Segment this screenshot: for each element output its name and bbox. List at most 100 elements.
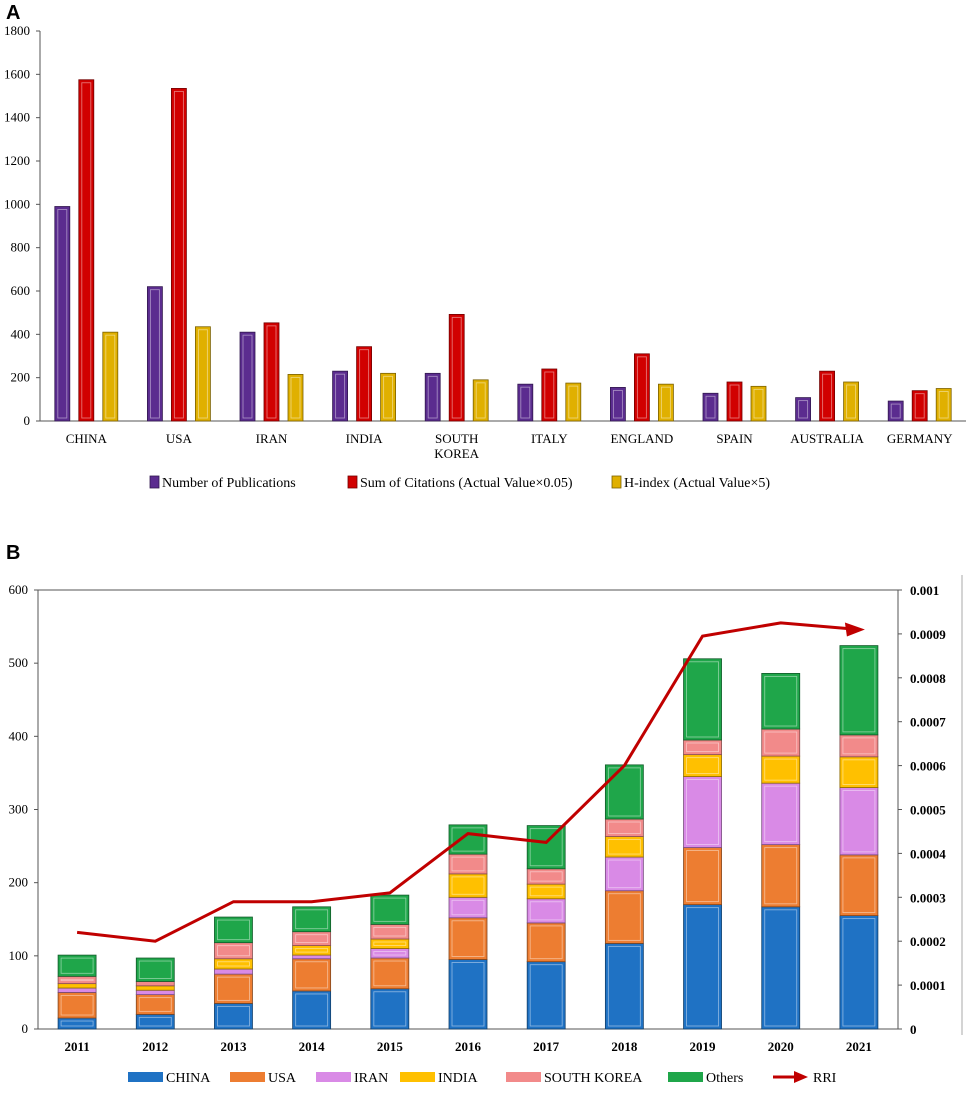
bar-2-bevel	[173, 90, 184, 419]
stack-segment-bevel	[842, 737, 876, 755]
stack-segment	[370, 988, 410, 1030]
stack-segment	[526, 825, 566, 870]
stack-segment-body	[761, 906, 801, 1030]
chart-a: 0 200 400 600 800 1000 1200 1400 1600 1800 CHINA US…	[4, 23, 966, 491]
stack-segment	[448, 853, 488, 875]
stack-segment	[135, 985, 175, 991]
y2-tick-label: 0.001	[910, 583, 939, 598]
stack-segment	[135, 1013, 175, 1030]
bar-2	[356, 346, 373, 422]
stack-segment-body	[839, 915, 879, 1030]
y-tick-label: 1200	[4, 153, 30, 168]
stack-segment-bevel	[842, 648, 876, 733]
year-label: 2016	[455, 1039, 482, 1054]
bar-2-body	[448, 313, 465, 422]
stack-segment	[761, 728, 801, 757]
stack-segment-body	[135, 985, 175, 991]
bar-1-bevel	[57, 209, 68, 419]
stack-segment-body	[214, 1002, 253, 1030]
category-label: SPAIN	[716, 431, 753, 446]
stack-segment-bevel	[138, 997, 172, 1012]
stack-segment	[604, 818, 644, 837]
bar-3	[472, 379, 489, 422]
bar-2-bevel	[822, 373, 833, 419]
stack-segment	[683, 776, 722, 848]
stack-segment	[761, 844, 801, 908]
stack-segment	[683, 754, 722, 777]
stack-segment-body	[370, 957, 410, 990]
bar-1	[517, 383, 534, 422]
stack-segment	[839, 645, 879, 736]
category-label: CHINA	[66, 431, 108, 446]
stack-segment	[839, 854, 879, 916]
bar-3-bevel	[475, 382, 486, 419]
bar-2	[911, 390, 928, 422]
stack-segment-body	[604, 890, 644, 944]
bar-2-body	[634, 353, 650, 422]
bar-3-body	[472, 379, 489, 422]
bar-3-bevel	[753, 388, 764, 419]
legend-label: USA	[268, 1071, 297, 1086]
bar-1	[239, 331, 256, 422]
stack-segment	[135, 957, 175, 982]
stack-segment-body	[448, 873, 488, 898]
stack-segment-bevel	[217, 976, 250, 1001]
stack-segment	[135, 981, 175, 987]
stack-segment-body	[761, 673, 801, 730]
stack-segment	[214, 968, 253, 975]
stack-segment-body	[761, 755, 801, 784]
stack-segment-bevel	[686, 907, 719, 1027]
stack-segment-bevel	[451, 856, 485, 872]
bar-3-body	[380, 372, 397, 422]
stack-segment-bevel	[451, 899, 485, 916]
y-tick-label: 100	[9, 948, 29, 963]
bar-2-bevel	[729, 384, 740, 419]
stack-segment-bevel	[217, 919, 250, 941]
stack-segment-bevel	[217, 1005, 250, 1027]
y-tick-label: 200	[9, 875, 29, 890]
bar-1	[424, 372, 441, 422]
stack-segment-bevel	[295, 909, 329, 930]
stack-segment-body	[292, 931, 332, 946]
bar-2	[634, 353, 650, 422]
stack-segment-bevel	[373, 951, 407, 956]
legend-swatch	[611, 475, 622, 489]
stack-segment-body	[135, 981, 175, 987]
stack-segment-body	[214, 973, 253, 1004]
stack-segment	[761, 782, 801, 846]
stack-segment	[57, 975, 97, 985]
bar-3-bevel	[383, 375, 394, 419]
bar-1-bevel	[705, 395, 716, 419]
stack-segment	[135, 989, 175, 996]
legend-swatch	[149, 475, 160, 489]
stack-segment-bevel	[764, 847, 798, 905]
bar-3	[102, 331, 119, 422]
stack-segment	[526, 883, 566, 900]
y-tick-label: 400	[11, 326, 31, 341]
stack-segment-bevel	[451, 920, 485, 957]
bar-3-body	[935, 388, 952, 422]
stack-segment-bevel	[60, 957, 94, 974]
stack-segment-bevel	[764, 675, 798, 727]
stack-segment-bevel	[607, 839, 641, 855]
bar-3	[380, 372, 397, 422]
y-tick-label: 300	[9, 802, 29, 817]
stack-segment	[370, 923, 410, 940]
year-label: 2017	[533, 1039, 560, 1054]
stack-segment-body	[839, 854, 879, 916]
bar-3	[287, 374, 304, 422]
y-tick-label: 200	[11, 370, 31, 385]
stack-segment-body	[526, 868, 566, 885]
stack-segment-body	[292, 945, 332, 956]
panel-a-letter: A	[6, 2, 20, 24]
bar-2-bevel	[81, 82, 92, 419]
stack-segment-bevel	[373, 991, 407, 1027]
stack-segment-bevel	[529, 871, 563, 882]
legend-label: INDIA	[438, 1071, 479, 1086]
y2-tick-label: 0.0009	[910, 627, 946, 642]
stack-segment	[370, 938, 410, 949]
bar-2-body	[356, 346, 373, 422]
bar-2-bevel	[359, 349, 370, 419]
y2-tick-label: 0.0002	[910, 934, 946, 949]
bar-2-body	[726, 381, 743, 422]
